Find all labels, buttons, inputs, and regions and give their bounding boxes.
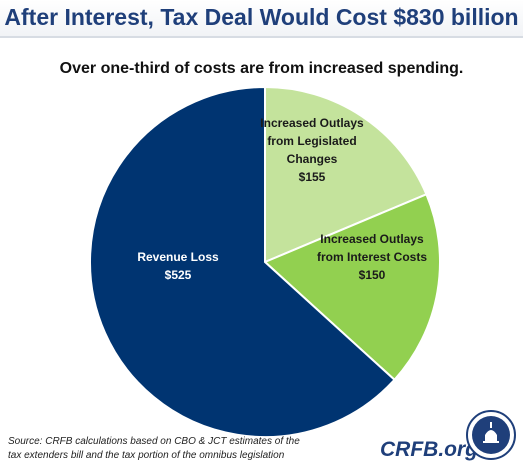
slice-label: Increased Outlays from Interest Costs $150 xyxy=(317,232,427,282)
slice-label-line: Increased Outlays xyxy=(320,232,424,246)
source-line-2: tax extenders bill and the tax portion o… xyxy=(8,450,285,461)
slice-value-label: $155 xyxy=(299,170,326,184)
pie-slice xyxy=(264,85,428,264)
crfb-seal-icon xyxy=(466,410,516,460)
slice-label: Revenue Loss $525 xyxy=(137,250,219,282)
slice-value-label: $525 xyxy=(165,268,192,282)
title-bar: After Interest, Tax Deal Would Cost $830… xyxy=(0,0,523,38)
source-line-1: Source: CRFB calculations based on CBO &… xyxy=(8,436,300,447)
slice-label-line: from Interest Costs xyxy=(317,250,427,264)
source-note: Source: CRFB calculations based on CBO &… xyxy=(8,435,348,463)
slice-label-line: from Legislated xyxy=(267,134,356,148)
slice-label-line: Revenue Loss xyxy=(137,250,219,264)
slice-label-line: Increased Outlays xyxy=(260,116,364,130)
chart-subtitle: Over one-third of costs are from increas… xyxy=(59,60,464,77)
slice-label-line: Changes xyxy=(287,152,338,166)
chart-title: After Interest, Tax Deal Would Cost $830… xyxy=(4,4,519,30)
brand-link[interactable]: CRFB.org xyxy=(380,438,478,461)
pie-slice xyxy=(89,85,396,438)
slice-label: Increased Outlays from Legislated Changes $… xyxy=(260,116,364,184)
pie-slice xyxy=(263,192,441,382)
slice-value-label: $150 xyxy=(359,268,386,282)
